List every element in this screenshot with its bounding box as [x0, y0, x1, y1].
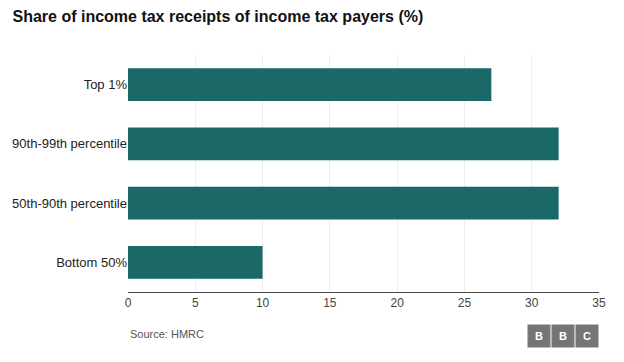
svg-text:B: B	[559, 330, 567, 342]
svg-text:10: 10	[256, 296, 270, 310]
svg-text:Share of income tax receipts o: Share of income tax receipts of income t…	[12, 8, 423, 25]
svg-text:B: B	[535, 330, 543, 342]
svg-text:0: 0	[125, 296, 132, 310]
svg-text:30: 30	[525, 296, 539, 310]
svg-text:35: 35	[592, 296, 606, 310]
svg-text:Source: HMRC: Source: HMRC	[130, 328, 204, 340]
svg-text:Top 1%: Top 1%	[84, 77, 128, 92]
svg-text:15: 15	[323, 296, 337, 310]
svg-text:20: 20	[390, 296, 404, 310]
svg-text:5: 5	[192, 296, 199, 310]
svg-text:90th-99th percentile: 90th-99th percentile	[12, 136, 127, 151]
svg-text:Bottom 50%: Bottom 50%	[56, 255, 127, 270]
svg-text:C: C	[583, 330, 591, 342]
svg-text:50th-90th percentile: 50th-90th percentile	[12, 196, 127, 211]
svg-text:25: 25	[458, 296, 472, 310]
